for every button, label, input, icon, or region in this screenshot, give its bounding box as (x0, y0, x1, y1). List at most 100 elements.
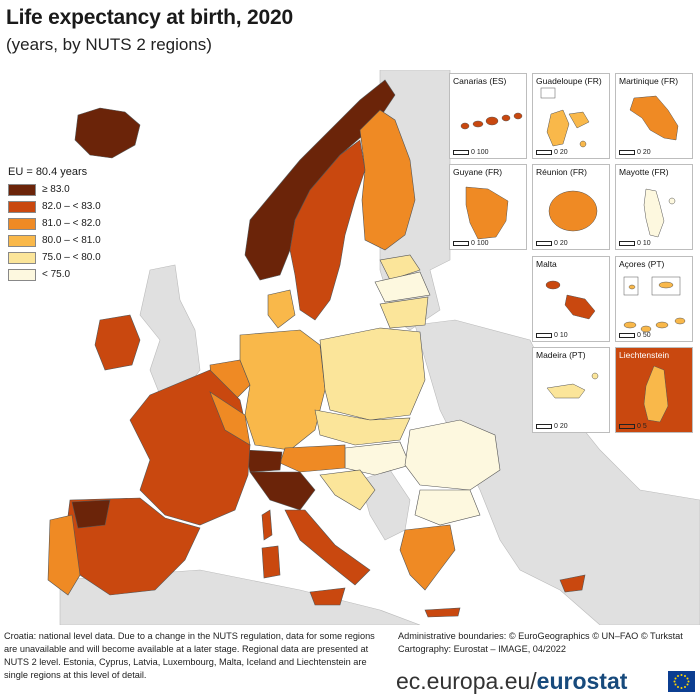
region-finland[interactable] (359, 109, 416, 251)
legend-title: EU = 80.4 years (8, 166, 88, 178)
legend-swatch (8, 234, 36, 247)
legend-label: 80.0 – < 81.0 (42, 235, 101, 246)
inset-map (546, 372, 599, 399)
inset-liechtenstein[interactable]: Liechtenstein 0 5 (615, 347, 693, 433)
inset-madeira[interactable]: Madeira (PT) 0 20 (532, 347, 610, 433)
scale-bar: 0 20 (536, 240, 568, 247)
region-denmark[interactable] (267, 289, 296, 329)
region-hungary[interactable] (344, 441, 411, 476)
inset-map (623, 276, 686, 333)
region-italy-south[interactable] (284, 509, 371, 586)
inset-label: Mayotte (FR) (619, 167, 669, 177)
region-ireland[interactable] (94, 314, 141, 371)
legend-item: 75.0 – < 80.0 (8, 250, 101, 265)
region-switzerland[interactable] (244, 449, 283, 473)
region-greece[interactable] (399, 524, 456, 591)
scale-bar: 0 20 (536, 149, 568, 156)
credits: Administrative boundaries: © EuroGeograp… (398, 630, 698, 656)
region-sardinia[interactable] (261, 545, 281, 579)
region-norway[interactable] (244, 79, 396, 281)
inset-map (548, 190, 598, 232)
legend-item: 82.0 – < 83.0 (8, 199, 101, 214)
inset-canarias[interactable]: Canarias (ES) 0 100 (449, 73, 527, 159)
credit-cartography: Cartography: Eurostat – IMAGE, 04/2022 (398, 644, 567, 654)
inset-label: Canarias (ES) (453, 76, 507, 86)
inset-guadeloupe[interactable]: Guadeloupe (FR) 0 20 (532, 73, 610, 159)
inset-label: Madeira (PT) (536, 350, 586, 360)
inset-label: Liechtenstein (619, 350, 670, 360)
legend-label: < 75.0 (42, 269, 71, 280)
region-romania[interactable] (404, 419, 501, 491)
scale-bar: 0 10 (536, 332, 568, 339)
brand-name: eurostat (536, 668, 628, 694)
inset-label: Malta (536, 259, 557, 269)
inset-map (643, 365, 669, 423)
footnote: Croatia: national level data. Due to a c… (4, 631, 375, 680)
region-estonia[interactable] (379, 254, 421, 281)
region-italy-north[interactable] (249, 471, 316, 511)
legend-swatch (8, 251, 36, 264)
inset-label: Réunion (FR) (536, 167, 588, 177)
scale-bar: 0 50 (619, 332, 651, 339)
legend-label: 75.0 – < 80.0 (42, 252, 101, 263)
region-latvia[interactable] (374, 271, 431, 303)
legend-swatch (8, 183, 36, 196)
legend-label: ≥ 83.0 (42, 184, 70, 195)
legend-swatch (8, 217, 36, 230)
inset-map (460, 112, 523, 130)
region-iceland[interactable] (74, 107, 141, 159)
inset-guyane[interactable]: Guyane (FR) 0 100 (449, 164, 527, 250)
region-france-east[interactable] (209, 391, 251, 446)
region-bulgaria[interactable] (414, 489, 481, 526)
legend-swatch (8, 268, 36, 281)
region-sweden[interactable] (289, 139, 366, 321)
scale-bar: 0 20 (536, 423, 568, 430)
scale-bar: 0 5 (619, 423, 647, 430)
scale-bar: 0 20 (619, 149, 651, 156)
region-austria[interactable] (279, 444, 346, 473)
inset-acores[interactable]: Açores (PT) 0 50 (615, 256, 693, 342)
region-corsica[interactable] (261, 509, 273, 541)
region-crete[interactable] (424, 607, 461, 618)
inset-mayotte[interactable]: Mayotte (FR) 0 10 (615, 164, 693, 250)
region-france[interactable] (129, 369, 251, 526)
scale-bar: 0 10 (619, 240, 651, 247)
inset-map (643, 188, 676, 238)
choropleth-map (47, 70, 700, 625)
region-czechia-slovakia[interactable] (314, 409, 411, 446)
inset-label: Martinique (FR) (619, 76, 679, 86)
legend-item: 80.0 – < 81.0 (8, 233, 101, 248)
inset-malta[interactable]: Malta 0 10 (532, 256, 610, 342)
scale-bar: 0 100 (453, 240, 489, 247)
inset-label: Guadeloupe (FR) (536, 76, 602, 86)
inset-label: Guyane (FR) (453, 167, 503, 177)
map-legend: EU = 80.4 years ≥ 83.0 82.0 – < 83.0 81.… (8, 166, 101, 284)
inset-martinique[interactable]: Martinique (FR) 0 20 (615, 73, 693, 159)
legend-item: < 75.0 (8, 267, 101, 282)
inset-map (629, 95, 679, 141)
inset-label: Açores (PT) (619, 259, 665, 269)
region-spain-north[interactable] (71, 499, 111, 529)
legend-item: ≥ 83.0 (8, 182, 101, 197)
region-croatia[interactable] (319, 469, 376, 511)
legend-item: 81.0 – < 82.0 (8, 216, 101, 231)
region-germany[interactable] (239, 329, 326, 451)
region-cyprus[interactable] (559, 574, 586, 593)
non-eu-land-uk (139, 264, 201, 396)
map-title: Life expectancy at birth, 2020 (6, 6, 293, 29)
legend-swatch (8, 200, 36, 213)
credit-boundaries: Administrative boundaries: © EuroGeograp… (398, 631, 683, 641)
scale-bar: 0 100 (453, 149, 489, 156)
inset-map (540, 87, 590, 148)
region-lithuania[interactable] (379, 296, 429, 329)
inset-map (465, 186, 509, 240)
region-sicily[interactable] (309, 587, 346, 606)
inset-reunion[interactable]: Réunion (FR) 0 20 (532, 164, 610, 250)
map-subtitle: (years, by NUTS 2 regions) (6, 35, 212, 54)
eurostat-brand[interactable]: ec.europa.eu/eurostat (396, 668, 627, 695)
region-portugal[interactable] (47, 514, 81, 596)
legend-label: 81.0 – < 82.0 (42, 218, 101, 229)
region-poland[interactable] (319, 327, 426, 421)
eu-flag-icon (668, 671, 695, 692)
legend-label: 82.0 – < 83.0 (42, 201, 101, 212)
